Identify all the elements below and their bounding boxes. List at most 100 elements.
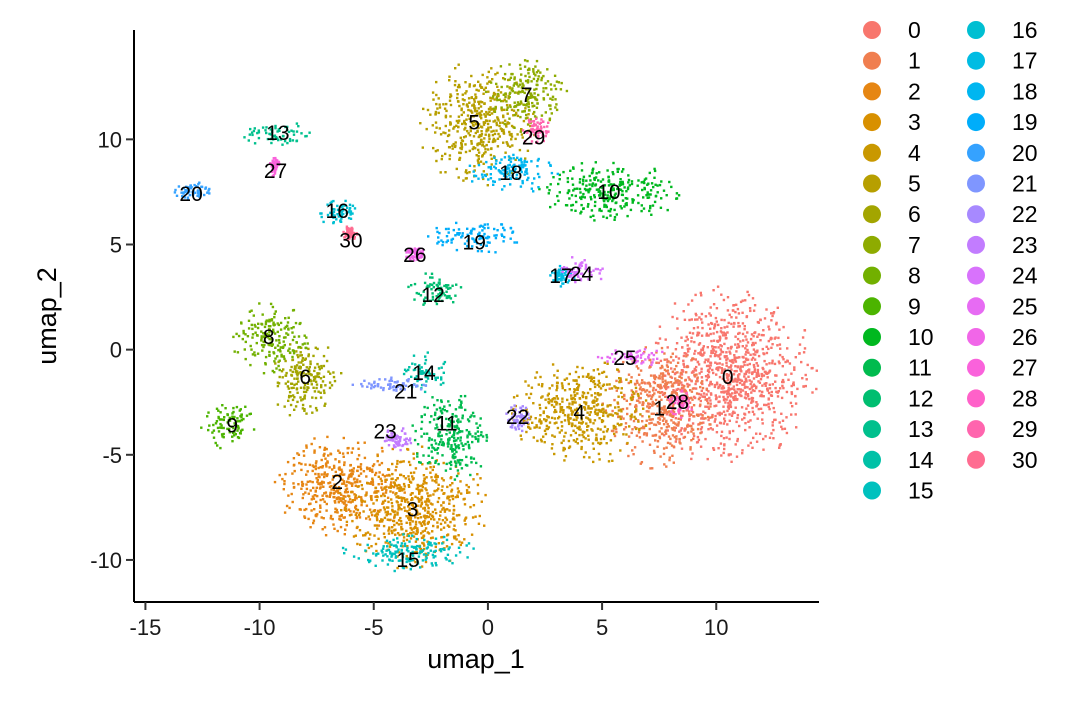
point bbox=[557, 81, 561, 84]
point bbox=[653, 451, 656, 454]
point bbox=[641, 420, 644, 423]
point bbox=[351, 482, 354, 485]
point bbox=[397, 559, 401, 562]
point bbox=[492, 137, 496, 141]
point bbox=[338, 498, 341, 501]
point bbox=[726, 357, 729, 360]
point bbox=[696, 413, 699, 417]
point bbox=[665, 369, 668, 373]
point bbox=[498, 98, 501, 101]
point bbox=[495, 129, 498, 132]
point bbox=[278, 348, 282, 351]
point bbox=[514, 158, 517, 161]
point bbox=[801, 377, 804, 380]
point bbox=[667, 386, 670, 389]
point bbox=[531, 96, 535, 99]
point bbox=[609, 195, 612, 198]
point bbox=[315, 409, 319, 412]
point bbox=[746, 358, 750, 361]
point bbox=[388, 486, 391, 489]
point bbox=[295, 372, 299, 375]
point bbox=[461, 93, 464, 96]
point bbox=[211, 431, 214, 434]
point bbox=[396, 513, 399, 516]
point bbox=[435, 489, 439, 492]
point bbox=[610, 387, 614, 390]
point bbox=[713, 385, 717, 389]
point bbox=[761, 422, 764, 425]
point bbox=[273, 480, 277, 484]
point bbox=[373, 534, 376, 537]
point bbox=[433, 439, 437, 442]
point bbox=[744, 335, 747, 338]
point bbox=[344, 495, 347, 498]
point bbox=[378, 510, 381, 513]
point bbox=[701, 414, 704, 417]
point bbox=[460, 145, 464, 149]
point bbox=[589, 379, 593, 383]
point bbox=[365, 475, 368, 478]
point bbox=[750, 396, 754, 400]
point bbox=[455, 439, 458, 442]
point bbox=[320, 366, 323, 370]
point bbox=[639, 392, 643, 395]
point bbox=[658, 407, 662, 411]
point bbox=[587, 434, 590, 437]
point bbox=[316, 494, 319, 498]
point bbox=[650, 397, 653, 401]
point bbox=[319, 486, 322, 489]
point bbox=[321, 466, 324, 469]
point bbox=[453, 145, 457, 149]
point bbox=[418, 499, 421, 503]
point bbox=[709, 382, 712, 385]
point bbox=[523, 103, 526, 107]
point bbox=[591, 171, 594, 174]
point bbox=[700, 389, 703, 392]
point bbox=[616, 368, 619, 371]
point bbox=[320, 516, 323, 519]
point bbox=[411, 550, 414, 554]
point bbox=[315, 383, 319, 386]
point bbox=[272, 321, 275, 324]
point bbox=[538, 407, 542, 410]
point bbox=[253, 127, 256, 130]
point bbox=[331, 517, 334, 521]
point bbox=[767, 402, 770, 406]
point bbox=[604, 388, 607, 392]
point bbox=[319, 498, 322, 502]
point bbox=[266, 137, 270, 141]
point bbox=[590, 428, 593, 431]
point bbox=[414, 540, 418, 543]
point bbox=[343, 533, 346, 536]
point bbox=[564, 273, 567, 276]
point bbox=[682, 386, 685, 389]
point bbox=[313, 366, 317, 369]
point bbox=[642, 196, 645, 199]
point bbox=[469, 129, 472, 133]
point bbox=[420, 435, 423, 438]
point bbox=[442, 479, 445, 482]
point bbox=[613, 385, 616, 388]
point bbox=[517, 85, 520, 88]
point bbox=[505, 108, 509, 111]
point bbox=[727, 386, 730, 389]
point bbox=[456, 495, 459, 499]
point bbox=[440, 434, 443, 437]
point bbox=[593, 194, 596, 197]
point bbox=[433, 403, 436, 407]
point bbox=[696, 427, 700, 431]
point bbox=[541, 383, 544, 386]
point bbox=[457, 472, 460, 475]
point bbox=[387, 529, 390, 532]
point bbox=[320, 483, 323, 486]
point bbox=[214, 422, 218, 425]
point bbox=[236, 417, 239, 420]
point bbox=[699, 413, 703, 416]
point bbox=[423, 520, 426, 523]
point bbox=[518, 148, 522, 152]
point bbox=[667, 381, 670, 384]
point bbox=[726, 325, 729, 328]
point bbox=[250, 348, 253, 351]
point bbox=[648, 193, 651, 196]
point bbox=[727, 374, 730, 377]
